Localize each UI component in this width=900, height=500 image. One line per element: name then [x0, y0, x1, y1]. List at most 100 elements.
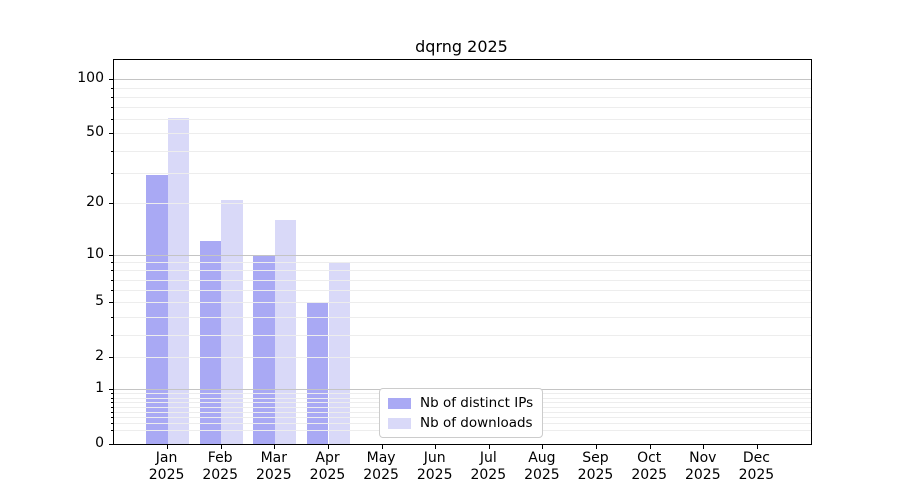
x-tick-mark: [488, 445, 490, 449]
year-label: 2025: [255, 467, 292, 483]
legend-label-distinct-ips: Nb of distinct IPs: [420, 395, 534, 411]
x-tick-label: Oct 2025: [618, 450, 680, 484]
x-tick-mark: [220, 445, 222, 449]
y-minor-tick-mark: [111, 397, 114, 399]
y-minor-tick-mark: [111, 429, 114, 431]
month-label: Mar: [260, 450, 287, 466]
month-label: May: [366, 450, 396, 466]
y-minor-tick-mark: [111, 87, 114, 89]
year-label: 2025: [738, 467, 775, 483]
month-label: Feb: [207, 450, 233, 466]
x-tick-label: Jun 2025: [404, 450, 466, 484]
y-tick-label: 100: [77, 70, 104, 87]
y-minor-tick-mark: [111, 334, 114, 336]
x-tick-mark: [381, 445, 383, 449]
bar-downloads-jan: [167, 117, 189, 444]
y-tick-mark: [109, 389, 114, 391]
legend-entry-distinct-ips: Nb of distinct IPs: [388, 395, 533, 411]
year-label: 2025: [202, 467, 238, 483]
x-tick-mark: [435, 445, 437, 449]
x-tick-label: Apr 2025: [297, 450, 359, 484]
y-tick-label: 20: [86, 194, 104, 211]
month-label: Oct: [637, 450, 662, 466]
legend-swatch-downloads: [388, 417, 411, 429]
year-label: 2025: [577, 467, 614, 483]
year-label: 2025: [363, 467, 399, 483]
bar-distinct-ips-apr: [307, 302, 329, 444]
year-label: 2025: [524, 467, 560, 483]
bar-downloads-feb: [221, 199, 243, 444]
x-tick-label: May 2025: [350, 450, 412, 484]
x-tick-label: Feb 2025: [189, 450, 251, 484]
y-minor-tick-mark: [111, 302, 114, 304]
x-tick-label: Nov 2025: [672, 450, 734, 484]
y-tick-label: 0: [95, 435, 104, 451]
y-minor-tick-mark: [111, 393, 114, 395]
x-tick-label: Dec 2025: [725, 450, 787, 484]
y-minor-tick-mark: [111, 316, 114, 318]
bar-downloads-mar: [274, 220, 297, 444]
y-minor-tick-mark: [111, 417, 114, 419]
x-tick-label: Sep 2025: [565, 450, 627, 484]
legend-entry-downloads: Nb of downloads: [388, 415, 533, 431]
year-label: 2025: [416, 467, 453, 483]
year-label: 2025: [684, 467, 721, 483]
plot-area: Nb of distinct IPs Nb of downloads: [109, 59, 812, 449]
y-minor-tick-mark: [111, 262, 114, 264]
y-minor-tick-mark: [111, 357, 114, 359]
y-minor-tick-mark: [111, 402, 114, 404]
legend-swatch-distinct-ips: [388, 397, 411, 409]
month-label: Aug: [528, 450, 556, 466]
month-label: Jun: [423, 450, 446, 466]
y-tick-mark: [109, 444, 114, 445]
chart-title: dqrng 2025: [415, 37, 508, 56]
y-tick-label: 2: [95, 348, 104, 365]
x-tick-label: Mar 2025: [243, 450, 305, 484]
y-tick-label: 1: [95, 380, 104, 397]
legend: Nb of distinct IPs Nb of downloads: [379, 388, 544, 438]
year-label: 2025: [470, 467, 507, 483]
y-minor-tick-mark: [111, 270, 114, 272]
month-label: Jan: [155, 450, 178, 466]
y-minor-tick-mark: [111, 107, 114, 109]
x-tick-label: Jan 2025: [136, 450, 198, 484]
y-minor-tick-mark: [111, 119, 114, 121]
month-label: Sep: [582, 450, 609, 466]
y-minor-tick-mark: [111, 290, 114, 292]
bar-distinct-ips-jan: [146, 175, 168, 444]
month-label: Nov: [689, 450, 717, 466]
x-tick-mark: [274, 445, 276, 449]
year-label: 2025: [631, 467, 667, 483]
bars-layer: [114, 60, 811, 444]
y-minor-tick-mark: [111, 406, 114, 408]
legend-label-downloads: Nb of downloads: [420, 415, 533, 431]
y-minor-tick-mark: [111, 423, 114, 425]
y-minor-tick-mark: [111, 279, 114, 281]
y-minor-tick-mark: [111, 133, 114, 135]
y-tick-mark: [109, 79, 114, 81]
x-tick-label: Jul 2025: [457, 450, 519, 484]
x-tick-mark: [596, 445, 597, 449]
year-label: 2025: [309, 467, 346, 483]
y-minor-tick-mark: [111, 203, 114, 205]
y-minor-tick-mark: [111, 412, 114, 413]
y-minor-tick-mark: [111, 172, 114, 174]
x-tick-label: Aug 2025: [511, 450, 573, 484]
bar-downloads-apr: [328, 262, 350, 444]
y-tick-label: 50: [86, 124, 104, 141]
month-label: Jul: [479, 450, 497, 466]
y-tick-label: 10: [86, 245, 104, 262]
x-tick-mark: [649, 445, 651, 449]
x-tick-mark: [167, 445, 169, 449]
x-tick-mark: [542, 445, 544, 449]
month-label: Dec: [742, 450, 770, 466]
bar-distinct-ips-feb: [199, 241, 222, 444]
year-label: 2025: [148, 467, 185, 483]
month-label: Apr: [315, 450, 340, 466]
x-tick-mark: [328, 445, 329, 449]
x-tick-mark: [756, 445, 758, 449]
x-tick-mark: [703, 445, 705, 449]
y-minor-tick-mark: [111, 150, 114, 152]
y-tick-mark: [109, 254, 114, 256]
